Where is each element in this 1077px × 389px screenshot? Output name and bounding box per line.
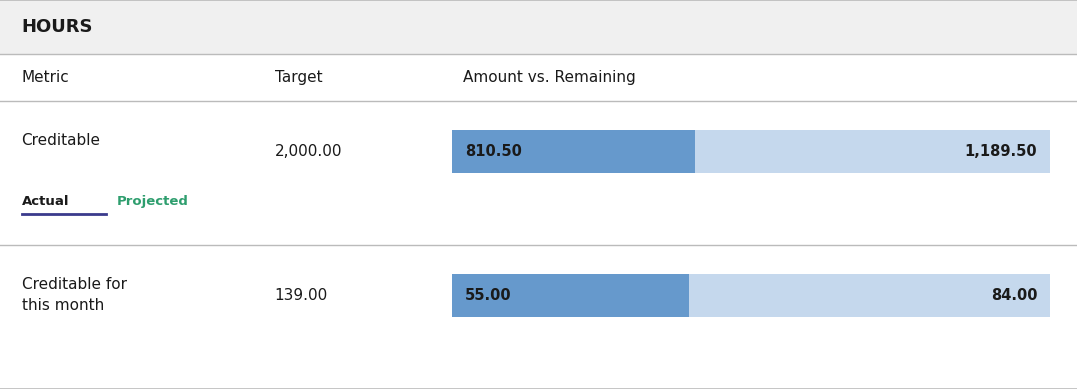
Text: 1,189.50: 1,189.50	[965, 144, 1037, 159]
Text: Actual: Actual	[22, 195, 69, 209]
Bar	[689, 274, 1050, 317]
Text: 810.50: 810.50	[465, 144, 522, 159]
Text: Amount vs. Remaining: Amount vs. Remaining	[463, 70, 635, 85]
Bar	[452, 274, 689, 317]
Text: HOURS: HOURS	[22, 18, 93, 36]
Text: Projected: Projected	[116, 195, 188, 209]
Text: 139.00: 139.00	[275, 288, 327, 303]
Bar	[452, 130, 695, 173]
Text: 2,000.00: 2,000.00	[275, 144, 342, 159]
Text: 55.00: 55.00	[465, 288, 512, 303]
Text: Creditable for
this month: Creditable for this month	[22, 277, 126, 313]
Text: 84.00: 84.00	[991, 288, 1037, 303]
Text: Metric: Metric	[22, 70, 69, 85]
Text: Target: Target	[275, 70, 322, 85]
Bar	[695, 130, 1050, 173]
Bar	[0, 0, 1077, 54]
Text: Creditable: Creditable	[22, 133, 100, 148]
